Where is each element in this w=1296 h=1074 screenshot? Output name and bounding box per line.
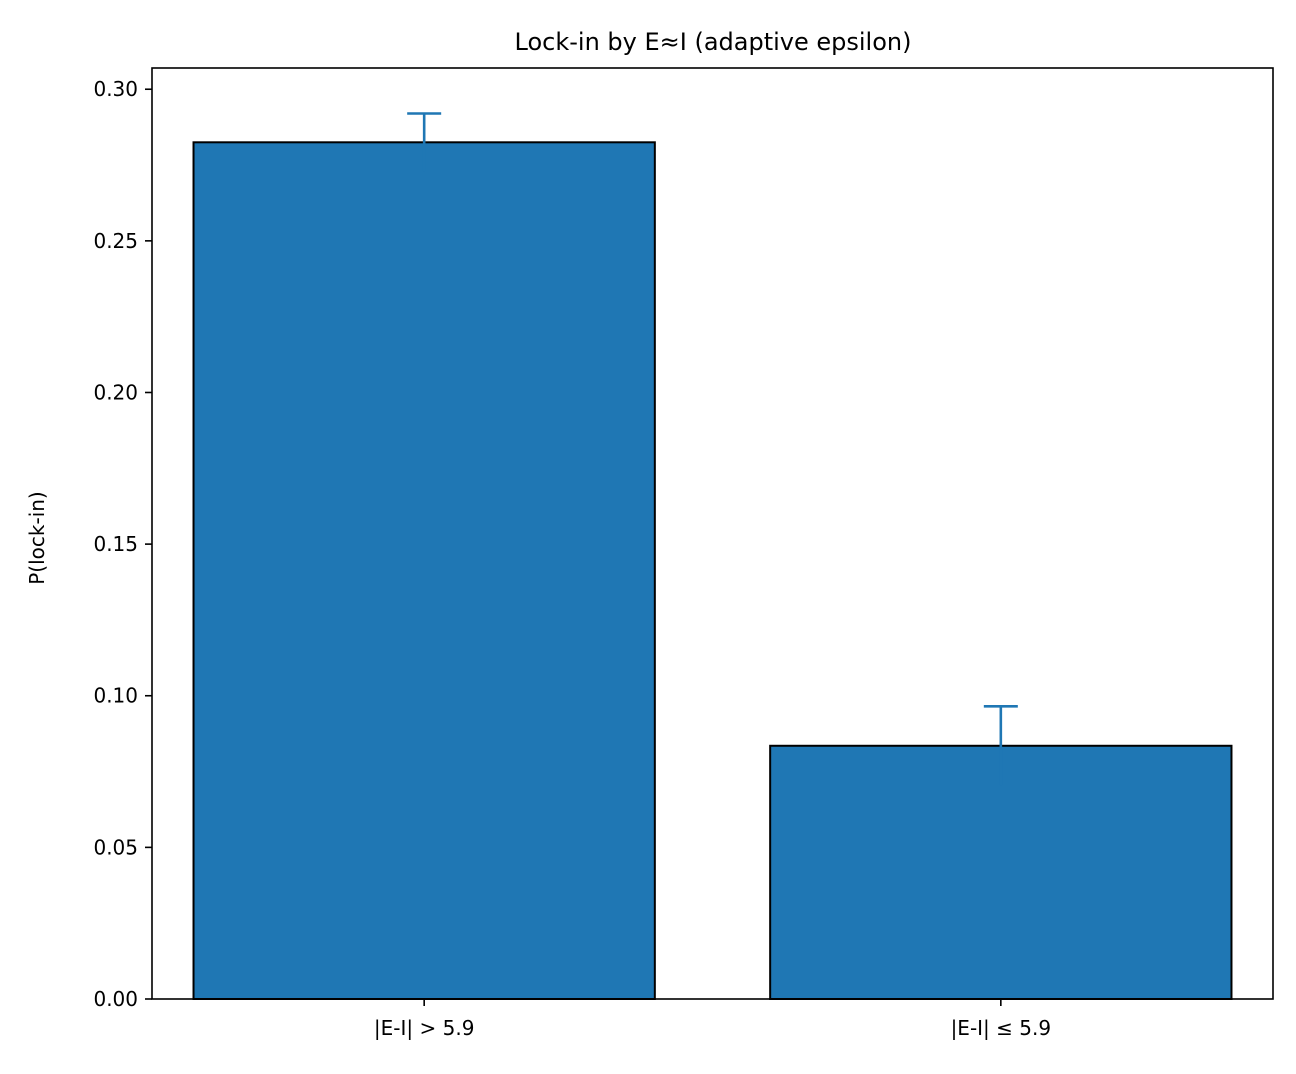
y-tick-label-2: 0.10 xyxy=(93,684,138,708)
y-tick-label-5: 0.25 xyxy=(93,229,138,253)
y-axis-label: P(lock-in) xyxy=(25,491,49,585)
bar-0 xyxy=(192,141,656,1001)
plot-frame xyxy=(151,67,1274,1000)
y-tick-label-4: 0.20 xyxy=(93,380,138,404)
y-axis-ticks: 0.00 0.05 0.10 0.15 0.20 0.25 0.30 xyxy=(93,77,152,1011)
x-tick-label-0: |E-I| > 5.9 xyxy=(374,1016,475,1040)
y-tick-label-3: 0.15 xyxy=(93,532,138,556)
chart-title: Lock-in by E≈I (adaptive epsilon) xyxy=(515,28,912,56)
y-tick-label-6: 0.30 xyxy=(93,77,138,101)
y-tick-label-0: 0.00 xyxy=(93,987,138,1011)
y-tick-label-1: 0.05 xyxy=(93,835,138,859)
bars-layer xyxy=(192,141,1233,1001)
x-tick-label-1: |E-I| ≤ 5.9 xyxy=(951,1016,1052,1040)
x-axis-ticks: |E-I| > 5.9 |E-I| ≤ 5.9 xyxy=(374,999,1051,1040)
error-bars-layer xyxy=(407,112,1018,786)
bar-1 xyxy=(769,744,1233,1001)
